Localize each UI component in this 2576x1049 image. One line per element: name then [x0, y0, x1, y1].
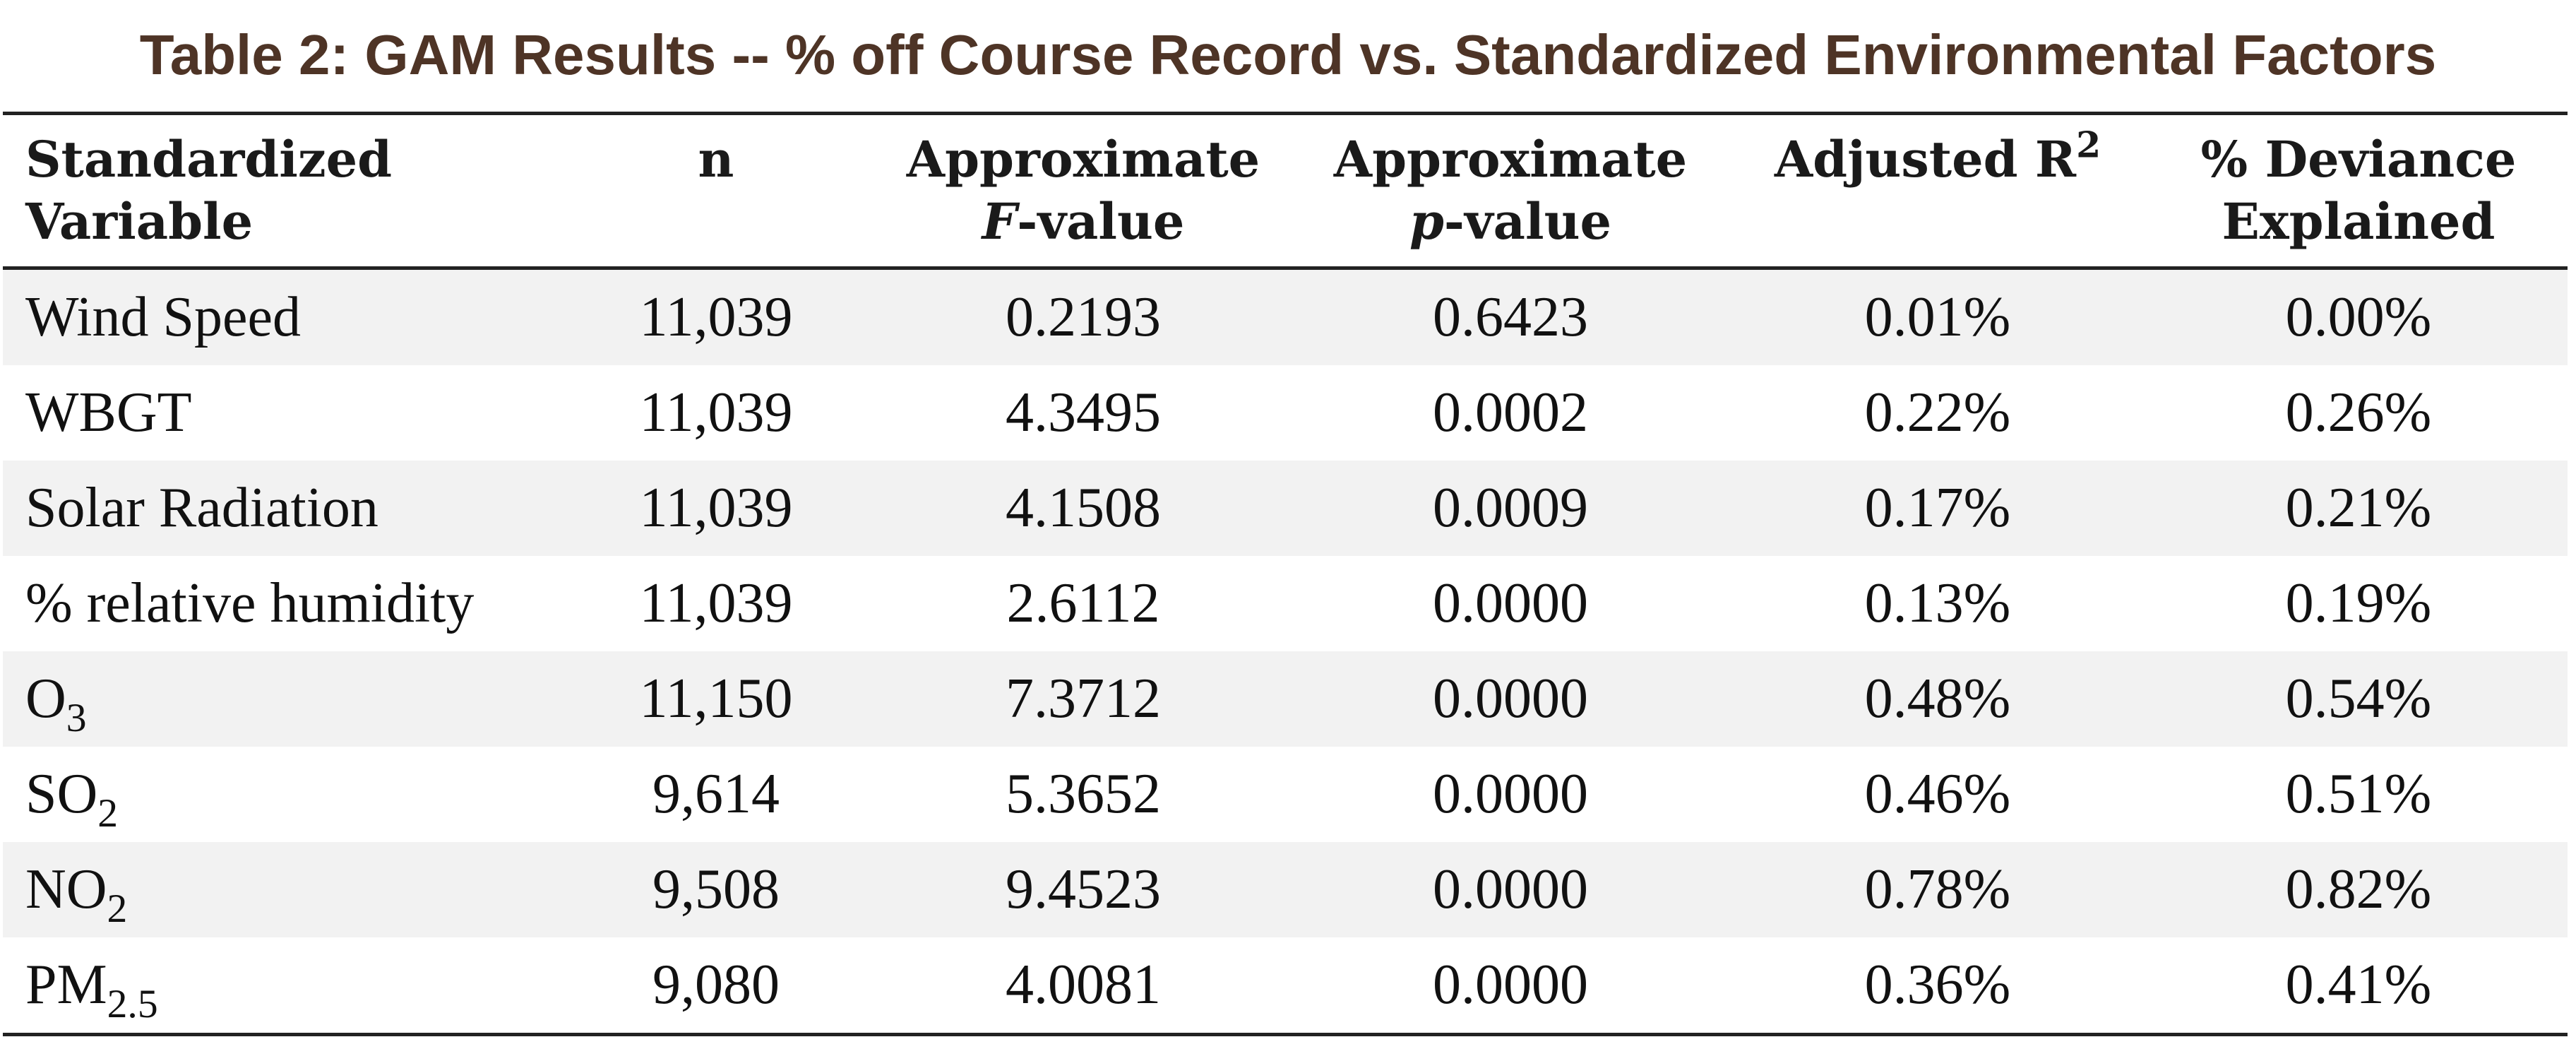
table-row: % relative humidity 11,039 2.6112 0.0000…: [3, 556, 2568, 651]
cell-variable: % relative humidity: [25, 572, 475, 634]
table-row: PM2.5 9,080 4.0081 0.0000 0.36% 0.41%: [3, 937, 2568, 1036]
cell-n: 9,614: [652, 763, 780, 825]
cell-n: 11,039: [561, 461, 871, 556]
cell-n: 11,150: [561, 651, 871, 747]
cell-n: 9,080: [561, 937, 871, 1036]
cell-f-value: 4.3495: [1006, 381, 1161, 444]
cell-deviance: 0.82%: [2149, 842, 2568, 937]
header-p-line1: Approximate: [1333, 130, 1688, 189]
cell-variable: Wind Speed: [3, 268, 561, 365]
cell-p-value: 0.0000: [1433, 763, 1588, 825]
header-deviance-line2: Explained: [2222, 192, 2496, 251]
cell-variable: NO2: [3, 842, 561, 937]
cell-p-value: 0.0000: [1295, 651, 1726, 747]
cell-n: 11,039: [639, 572, 793, 634]
cell-adjusted-r2: 0.46%: [1864, 763, 2011, 825]
cell-adjusted-r2: 0.78%: [1726, 842, 2149, 937]
header-p-rest: -value: [1443, 192, 1612, 251]
cell-f-value: 2.6112: [1006, 572, 1160, 634]
cell-variable: PM2.5: [3, 937, 561, 1036]
header-p-value: Approximate p-value: [1295, 112, 1726, 270]
header-variable: Standardized Variable: [3, 112, 561, 270]
header-deviance-line1: % Deviance: [2200, 130, 2517, 189]
table-row: WBGT 11,039 4.3495 0.0002 0.22% 0.26%: [3, 365, 2568, 461]
cell-p-value: 0.0000: [1433, 572, 1588, 634]
header-f-value: Approximate F-value: [871, 112, 1295, 270]
cell-variable: Solar Radiation: [3, 461, 561, 556]
cell-f-value: 7.3712: [871, 651, 1295, 747]
table-title: Table 2: GAM Results -- % off Course Rec…: [139, 23, 2437, 86]
cell-deviance: 0.21%: [2149, 461, 2568, 556]
cell-adjusted-r2: 0.17%: [1726, 461, 2149, 556]
table-row: SO2 9,614 5.3652 0.0000 0.46% 0.51%: [3, 747, 2568, 842]
cell-p-value: 0.6423: [1295, 268, 1726, 365]
header-n: n: [561, 112, 871, 270]
header-deviance-explained: % Deviance Explained: [2149, 112, 2568, 270]
results-table: Standardized Variable n Approximate F-va…: [3, 112, 2568, 1036]
header-variable-line1: Standardized: [25, 130, 393, 189]
cell-adjusted-r2: 0.13%: [1864, 572, 2011, 634]
header-f-italic: F: [982, 192, 1018, 251]
cell-f-value: 4.1508: [871, 461, 1295, 556]
cell-p-value: 0.0000: [1295, 842, 1726, 937]
header-p-italic: p: [1409, 192, 1444, 251]
cell-n: 11,039: [561, 268, 871, 365]
cell-p-value: 0.0009: [1295, 461, 1726, 556]
cell-adjusted-r2: 0.22%: [1864, 381, 2011, 444]
cell-p-value: 0.0000: [1295, 937, 1726, 1036]
header-f-line1: Approximate: [906, 130, 1260, 189]
cell-variable: WBGT: [25, 381, 192, 444]
cell-f-value: 0.2193: [871, 268, 1295, 365]
header-adjusted-r2: Adjusted R2: [1726, 112, 2149, 270]
header-f-rest: -value: [1017, 192, 1185, 251]
cell-deviance: 0.51%: [2285, 763, 2432, 825]
table-row: Wind Speed 11,039 0.2193 0.6423 0.01% 0.…: [3, 268, 2568, 365]
cell-n: 9,508: [561, 842, 871, 937]
cell-variable: SO2: [25, 763, 119, 836]
cell-n: 11,039: [639, 381, 793, 444]
header-r2-text: Adjusted R: [1774, 130, 2077, 189]
cell-f-value: 5.3652: [1006, 763, 1161, 825]
cell-deviance: 0.41%: [2149, 937, 2568, 1036]
header-row: Standardized Variable n Approximate F-va…: [3, 112, 2568, 270]
header-n-label: n: [698, 130, 734, 189]
cell-f-value: 9.4523: [871, 842, 1295, 937]
cell-deviance: 0.54%: [2149, 651, 2568, 747]
header-variable-line2: Variable: [25, 192, 254, 251]
cell-adjusted-r2: 0.36%: [1726, 937, 2149, 1036]
table-row: Solar Radiation 11,039 4.1508 0.0009 0.1…: [3, 461, 2568, 556]
cell-deviance: 0.26%: [2285, 381, 2432, 444]
table-row: NO2 9,508 9.4523 0.0000 0.78% 0.82%: [3, 842, 2568, 937]
cell-deviance: 0.00%: [2149, 268, 2568, 365]
cell-adjusted-r2: 0.48%: [1726, 651, 2149, 747]
cell-adjusted-r2: 0.01%: [1726, 268, 2149, 365]
cell-variable: O3: [3, 651, 561, 747]
cell-f-value: 4.0081: [871, 937, 1295, 1036]
header-r2-sup: 2: [2076, 124, 2101, 166]
cell-deviance: 0.19%: [2285, 572, 2432, 634]
table-row: O3 11,150 7.3712 0.0000 0.48% 0.54%: [3, 651, 2568, 747]
cell-p-value: 0.0002: [1433, 381, 1588, 444]
